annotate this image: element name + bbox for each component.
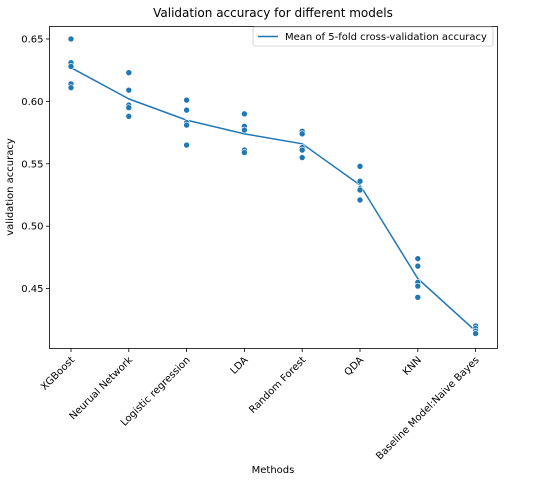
x-tick-label: Random Forest (247, 355, 308, 416)
legend-entry-mean: Mean of 5-fold cross-validation accuracy (285, 32, 487, 43)
x-tick-label: KNN (401, 355, 424, 378)
data-point (183, 121, 190, 129)
x-tick-label: Baseline Model:Naive Bayes (374, 355, 481, 462)
chart-title: Validation accuracy for different models (153, 6, 393, 20)
legend-box (252, 26, 494, 47)
y-tick-label: 0.55 (21, 159, 43, 170)
data-point (241, 126, 248, 134)
data-point (298, 154, 306, 161)
data-point (414, 262, 422, 270)
y-axis: 0.45 0.50 0.55 0.60 0.65 (21, 34, 50, 295)
data-point (125, 104, 133, 111)
data-point (298, 146, 306, 154)
x-tick-label: QDA (343, 355, 367, 379)
plot-layer (67, 35, 479, 337)
plot-frame (49, 26, 498, 349)
data-point (183, 96, 190, 104)
data-point (125, 69, 133, 76)
data-point (183, 106, 190, 114)
data-point (241, 110, 248, 118)
data-point (472, 330, 479, 337)
data-point (414, 294, 422, 301)
y-tick-label: 0.65 (21, 34, 43, 45)
data-point (125, 113, 133, 120)
series-line-mean (70, 67, 477, 332)
data-point (356, 177, 364, 185)
data-point (125, 86, 133, 94)
data-point (356, 186, 364, 194)
legend: Mean of 5-fold cross-validation accuracy (252, 26, 494, 47)
x-tick-label: XGBoost (39, 355, 77, 393)
x-tick-label: LDA (229, 355, 251, 377)
data-point (298, 130, 306, 138)
data-point (67, 63, 75, 70)
y-axis-label: validation accuracy (5, 138, 16, 236)
data-point (414, 282, 422, 290)
y-tick-label: 0.45 (21, 284, 43, 295)
data-point (183, 141, 190, 149)
data-point (356, 162, 364, 170)
data-point (356, 196, 364, 204)
data-point (414, 255, 422, 262)
y-tick-label: 0.60 (21, 97, 43, 108)
y-tick-label: 0.50 (21, 222, 43, 233)
data-point (67, 35, 75, 43)
data-point (67, 84, 75, 91)
data-point (241, 149, 248, 156)
x-axis-label: Methods (252, 465, 295, 476)
x-tick-label: Neurual Network (68, 355, 136, 423)
